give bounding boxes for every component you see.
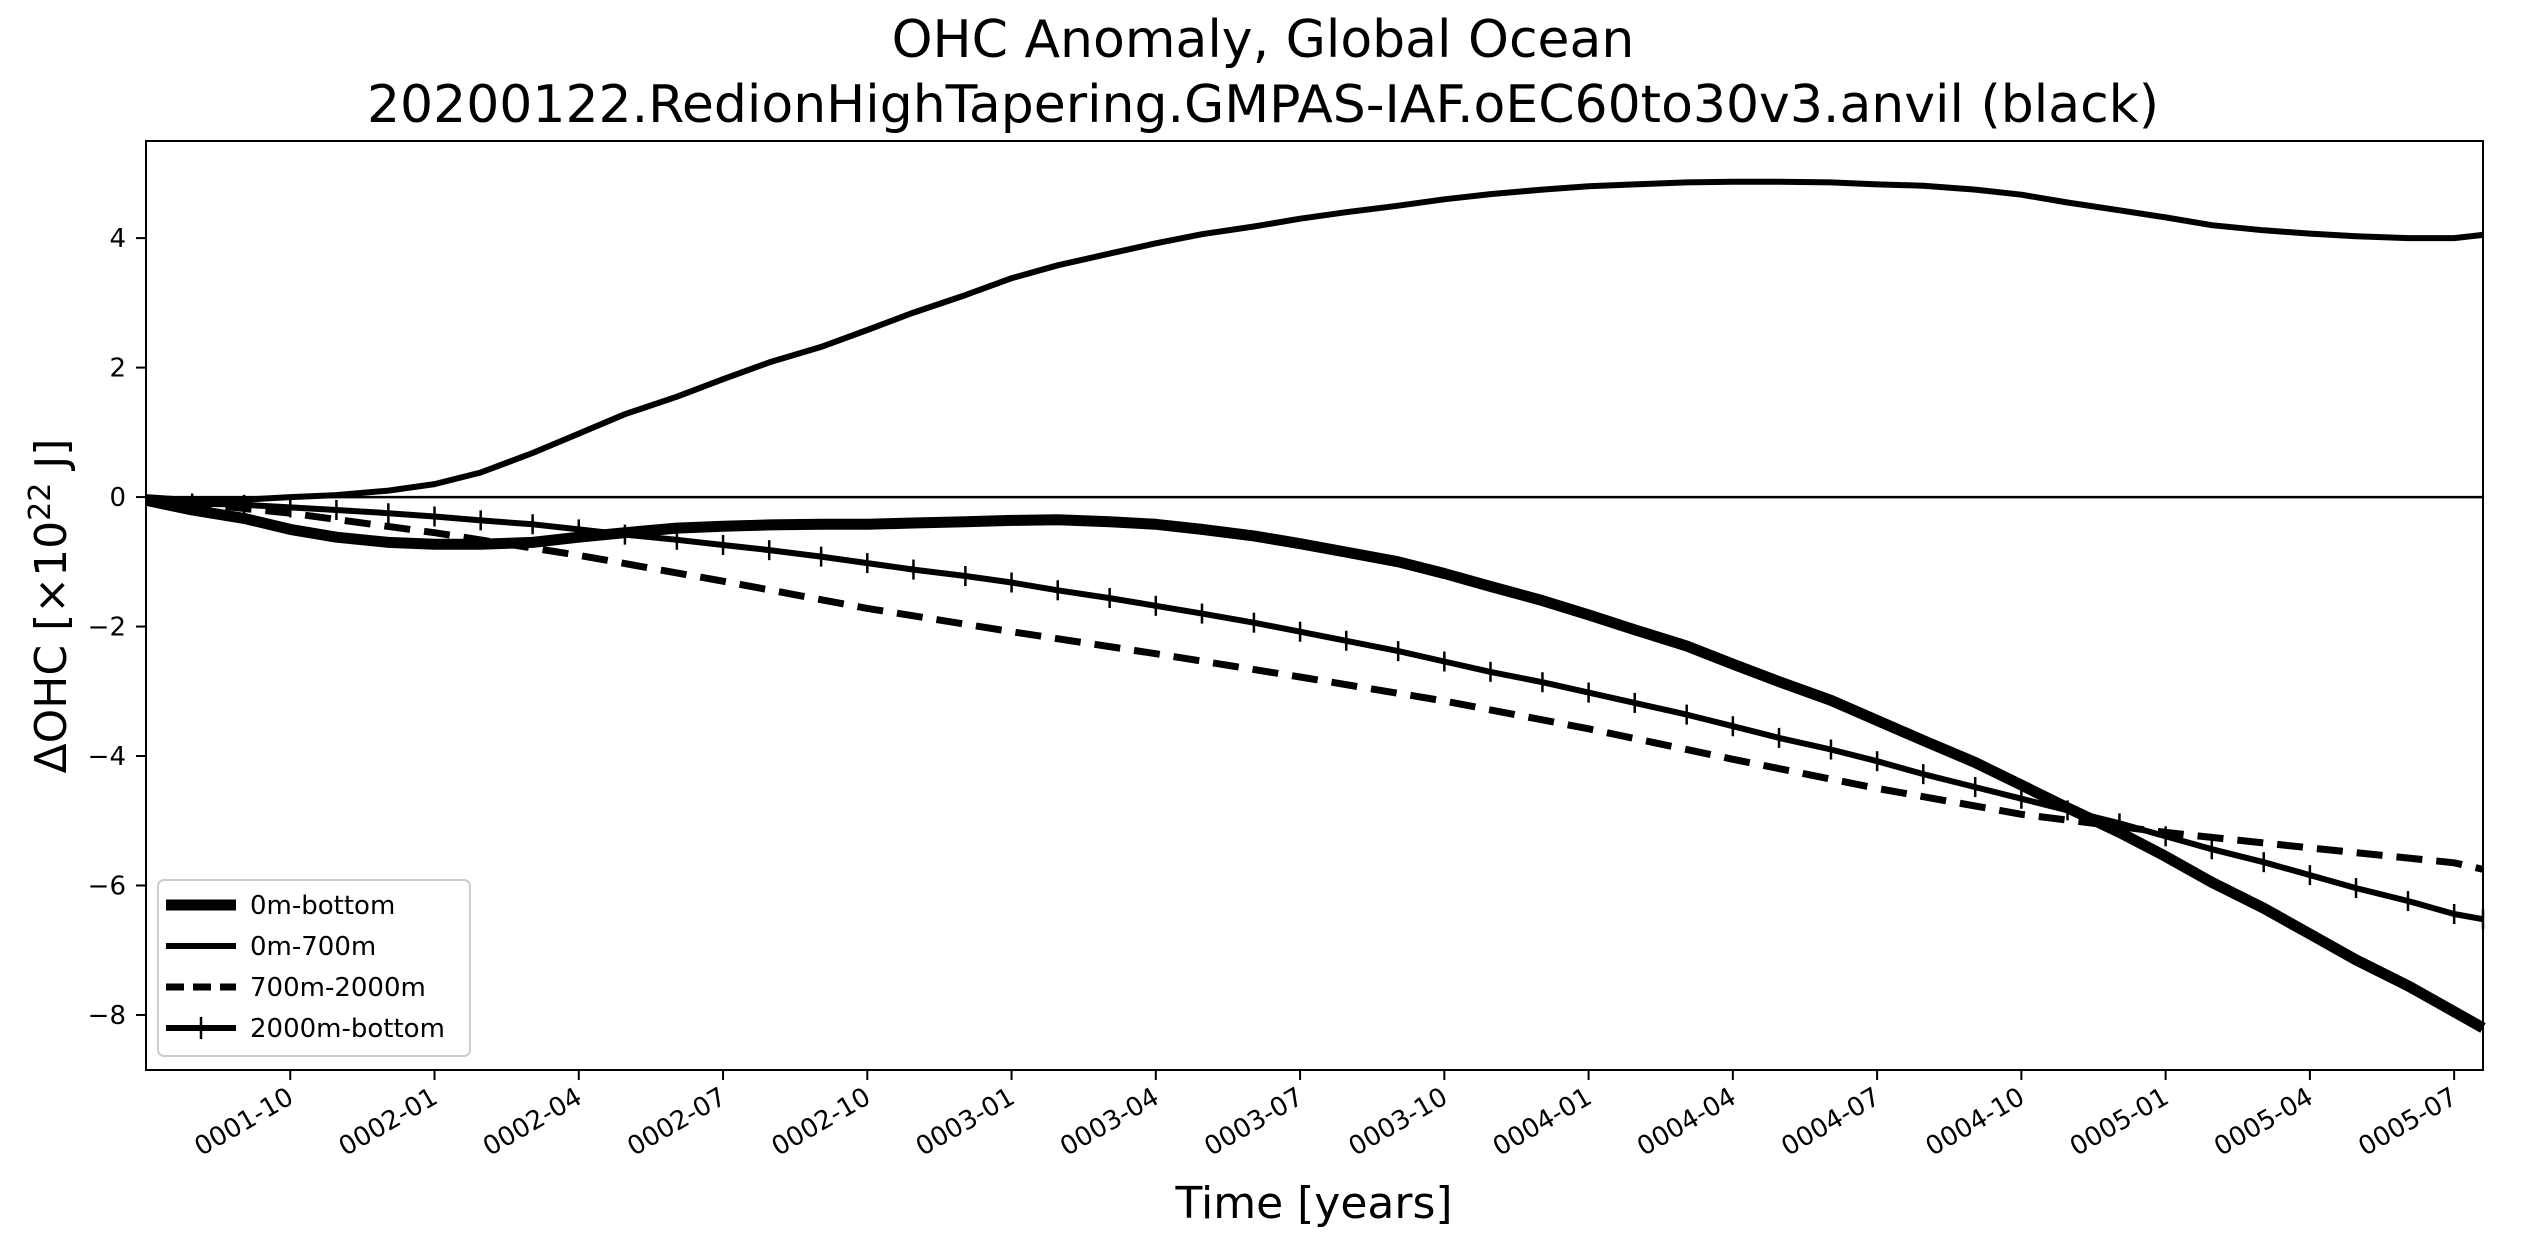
x-tick-label: 0003-07	[1199, 1082, 1308, 1162]
x-tick-label: 0004-10	[1921, 1082, 2030, 1162]
y-tick-label: −8	[88, 1001, 126, 1031]
x-axis-label: Time [years]	[1174, 1178, 1452, 1229]
y-tick-label: 4	[109, 224, 126, 254]
series-line-0m-700m	[145, 178, 2484, 504]
x-tick-label: 0003-04	[1055, 1082, 1164, 1162]
y-tick-label: −2	[88, 613, 126, 643]
y-tick-label: −4	[88, 742, 126, 772]
legend-label-0m-bottom: 0m-bottom	[250, 891, 395, 921]
y-axis-label: ΔOHC [×1022 J]	[23, 439, 77, 774]
x-tick-label: 0005-07	[2354, 1082, 2463, 1162]
chart-title: OHC Anomaly, Global Ocean	[892, 10, 1635, 70]
y-axis-label-exponent: 22	[23, 483, 58, 521]
x-tick-label: 0001-10	[190, 1082, 299, 1162]
x-tick-label: 0004-07	[1777, 1082, 1886, 1162]
x-tick-label: 0005-01	[2065, 1082, 2174, 1162]
x-tick-label: 0002-10	[767, 1082, 876, 1162]
y-axis-label-unit: J]	[26, 439, 77, 483]
legend-label-2000m-bottom: 2000m-bottom	[250, 1014, 445, 1044]
x-tick-label: 0003-01	[911, 1082, 1020, 1162]
series-line-2000m-bottom	[145, 497, 2484, 923]
x-tick-label: 0002-04	[478, 1082, 587, 1162]
legend: 0m-bottom 0m-700m 700m-2000m 2000m-bottom	[157, 879, 471, 1057]
y-tick-label: −6	[88, 871, 126, 901]
series-line-700m-2000m	[145, 494, 2484, 873]
x-tick-label: 0005-04	[2209, 1082, 2318, 1162]
legend-box	[157, 879, 471, 1057]
x-tick-label: 0002-07	[622, 1082, 731, 1162]
legend-label-700m-2000m: 700m-2000m	[250, 973, 426, 1003]
series-layer	[144, 178, 2486, 1033]
y-tick-label: 0	[109, 483, 126, 513]
x-tick-label: 0003-10	[1344, 1082, 1453, 1162]
y-tick-label: 2	[109, 354, 126, 384]
series-line-0m-bottom	[144, 494, 2486, 1033]
plot-frame	[145, 140, 2484, 1071]
x-tick-label: 0004-04	[1632, 1082, 1741, 1162]
x-tick-label: 0002-01	[334, 1082, 443, 1162]
x-tick-label: 0004-01	[1488, 1082, 1597, 1162]
legend-label-0m-700m: 0m-700m	[250, 932, 376, 962]
chart-subtitle: 20200122.RedionHighTapering.GMPAS-IAF.oE…	[367, 75, 2159, 135]
y-axis-label-main: ΔOHC [×10	[26, 521, 77, 774]
